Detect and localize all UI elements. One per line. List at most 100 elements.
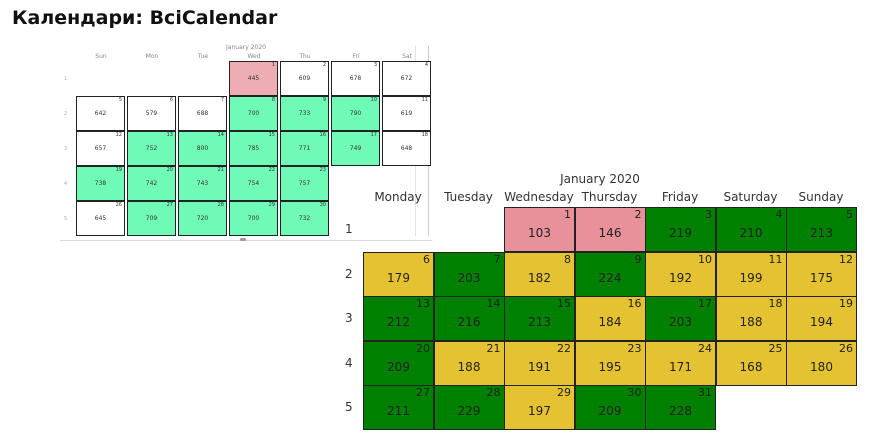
day-number: 29	[268, 202, 275, 208]
day-cell[interactable]: 23 195	[574, 340, 646, 386]
day-cell[interactable]: 16 771	[280, 131, 329, 166]
day-cell[interactable]: 12 657	[76, 131, 125, 166]
day-cell[interactable]: 15 785	[229, 131, 278, 166]
day-cell[interactable]: 6 579	[127, 96, 176, 131]
day-number: 15	[557, 297, 571, 310]
day-number: 10	[370, 97, 377, 103]
weekday-header: Monday	[374, 190, 422, 204]
day-number: 4	[424, 62, 428, 68]
day-number: 13	[166, 132, 173, 138]
day-cell[interactable]: 5 642	[76, 96, 125, 131]
day-value: 212	[387, 315, 410, 329]
weekday-header: Sun	[95, 53, 107, 60]
day-cell[interactable]: 30 732	[280, 201, 329, 236]
day-cell[interactable]: 31 228	[645, 385, 716, 430]
day-cell[interactable]: 24 171	[645, 340, 716, 386]
day-number: 10	[698, 252, 712, 266]
day-cell[interactable]: 13 212	[363, 296, 434, 341]
day-number: 25	[768, 341, 783, 355]
day-value: 749	[349, 145, 362, 152]
day-cell[interactable]: 3 678	[331, 61, 380, 96]
week-number: 1	[345, 222, 353, 237]
day-cell[interactable]: 30 209	[574, 385, 646, 430]
day-cell[interactable]: 12 175	[786, 251, 857, 297]
day-cell[interactable]: 28 720	[178, 201, 227, 236]
day-value: 211	[387, 404, 410, 418]
day-value: 688	[196, 110, 209, 117]
day-number: 23	[627, 341, 642, 355]
day-value: 228	[669, 404, 692, 418]
day-cell[interactable]: 5 213	[786, 207, 857, 252]
day-cell[interactable]: 10 192	[645, 251, 716, 297]
day-cell[interactable]: 7 688	[178, 96, 227, 131]
day-cell[interactable]: 22 754	[229, 166, 278, 201]
day-cell[interactable]: 29 197	[504, 385, 575, 430]
day-cell[interactable]: 15 213	[504, 296, 575, 341]
day-cell[interactable]: 27 709	[127, 201, 176, 236]
day-value: 146	[598, 226, 622, 240]
day-cell[interactable]: 4 210	[715, 207, 787, 252]
day-number: 18	[421, 132, 428, 138]
day-value: 197	[528, 404, 551, 418]
day-cell[interactable]: 6 179	[363, 251, 434, 297]
day-number: 22	[557, 341, 571, 355]
weekday-header: Sat	[402, 53, 412, 60]
day-cell[interactable]: 9 733	[280, 96, 329, 131]
day-cell[interactable]: 28 229	[433, 385, 505, 430]
day-cell[interactable]: 2 146	[574, 207, 646, 252]
day-cell[interactable]: 21 188	[433, 340, 505, 386]
day-cell[interactable]: 19 738	[76, 166, 125, 201]
day-number: 26	[839, 341, 853, 355]
day-value: 754	[247, 180, 260, 187]
day-cell[interactable]: 23 757	[280, 166, 329, 201]
day-cell[interactable]: 1 445	[229, 61, 278, 96]
day-value: 738	[94, 180, 107, 187]
day-cell[interactable]: 21 743	[178, 166, 227, 201]
day-cell[interactable]: 25 168	[715, 340, 787, 386]
day-cell[interactable]: 27 211	[363, 385, 434, 430]
day-cell[interactable]: 17 749	[331, 131, 380, 166]
day-value: 445	[247, 75, 260, 82]
day-cell[interactable]: 2 609	[280, 61, 329, 96]
day-cell[interactable]: 4 672	[382, 61, 431, 96]
small-calendar-horizontal-scrollbar[interactable]	[60, 240, 432, 241]
week-number: 4	[345, 355, 353, 370]
day-cell[interactable]: 19 194	[786, 296, 857, 341]
day-cell[interactable]: 1 103	[504, 207, 575, 252]
weekday-header: Mon	[145, 53, 159, 60]
day-cell[interactable]: 13 752	[127, 131, 176, 166]
day-cell[interactable]: 20 742	[127, 166, 176, 201]
day-value: 171	[669, 359, 692, 374]
day-number: 27	[416, 386, 430, 399]
day-cell[interactable]: 22 191	[504, 340, 575, 386]
day-cell[interactable]: 3 219	[645, 207, 716, 252]
day-value: 672	[400, 75, 413, 82]
day-cell[interactable]: 14 800	[178, 131, 227, 166]
day-cell[interactable]: 20 209	[363, 340, 434, 386]
day-cell[interactable]: 26 180	[786, 340, 857, 386]
day-value: 678	[349, 75, 362, 82]
day-cell[interactable]: 9 224	[574, 251, 646, 297]
day-number: 3	[705, 208, 712, 221]
day-cell[interactable]: 18 648	[382, 131, 431, 166]
small-calendar-scroll-thumb[interactable]	[240, 238, 246, 241]
day-cell[interactable]: 16 184	[574, 296, 646, 341]
day-value: 642	[94, 110, 107, 117]
day-cell[interactable]: 11 199	[715, 251, 787, 297]
day-cell[interactable]: 7 203	[433, 251, 505, 297]
day-value: 219	[669, 226, 692, 240]
day-number: 6	[169, 97, 173, 103]
day-cell[interactable]: 11 619	[382, 96, 431, 131]
day-cell[interactable]: 18 188	[715, 296, 787, 341]
day-cell[interactable]: 8 182	[504, 251, 575, 297]
day-cell[interactable]: 10 790	[331, 96, 380, 131]
day-cell[interactable]: 17 203	[645, 296, 716, 341]
page-title: Календари: BciCalendar	[12, 7, 278, 29]
day-number: 12	[115, 132, 122, 138]
day-number: 13	[416, 297, 430, 310]
day-cell[interactable]: 29 700	[229, 201, 278, 236]
day-cell[interactable]: 26 645	[76, 201, 125, 236]
day-cell[interactable]: 8 700	[229, 96, 278, 131]
weekday-header: Saturday	[723, 190, 778, 204]
day-cell[interactable]: 14 216	[433, 296, 505, 341]
